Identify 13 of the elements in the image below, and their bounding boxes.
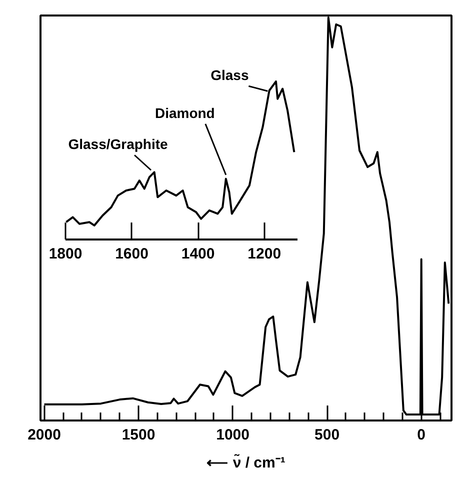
x-tick-label: 1500 (122, 426, 156, 444)
annotation: Glass/Graphite (68, 136, 168, 152)
x-tick-label: 0 (417, 426, 426, 444)
x-tick-label: 1000 (216, 426, 250, 444)
x-tick-label: 1400 (181, 246, 215, 262)
annotation: Diamond (154, 104, 215, 121)
x-tick-label: 1200 (248, 246, 282, 262)
x-axis-title: ⟵ ν̃ / cm⁻¹ (206, 454, 286, 472)
annotation: Glass (210, 67, 249, 84)
x-tick-label: 1600 (115, 246, 148, 262)
x-tick-label: 1800 (48, 246, 82, 262)
x-tick-label: 2000 (28, 426, 61, 444)
x-tick-label: 500 (314, 426, 340, 444)
